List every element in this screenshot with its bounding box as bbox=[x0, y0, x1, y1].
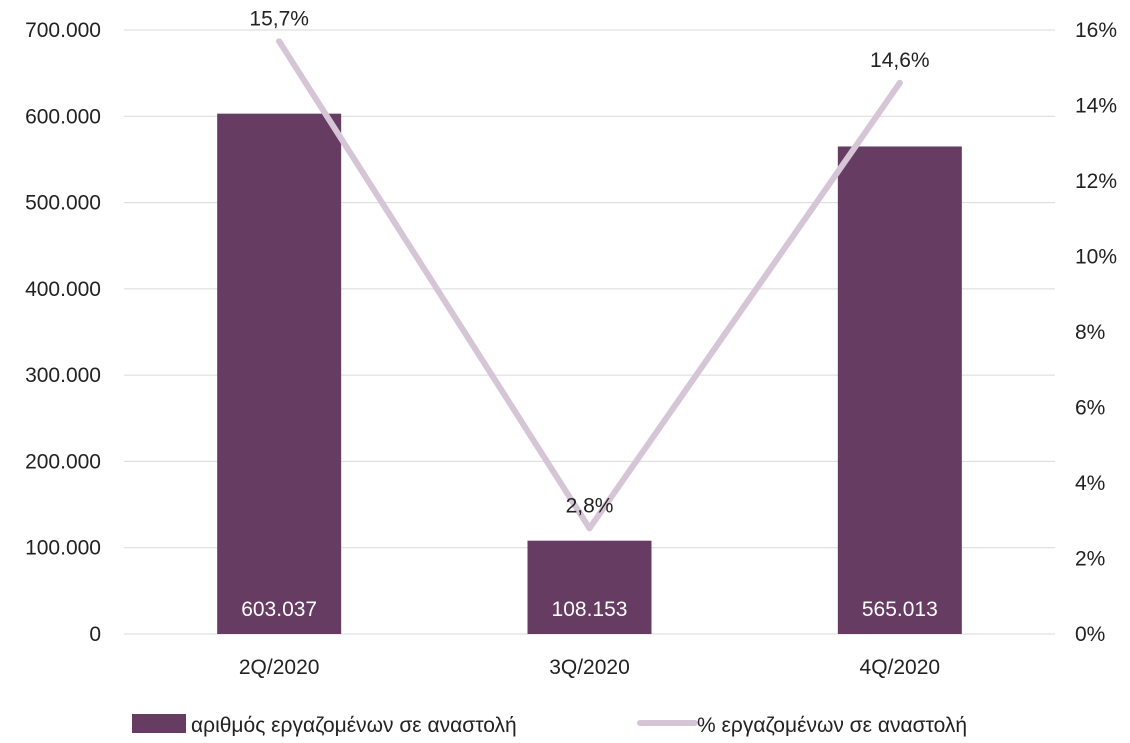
y-right-tick-label: 10% bbox=[1075, 246, 1117, 269]
y-left-tick-label: 700.000 bbox=[25, 19, 101, 42]
y-right-tick-label: 14% bbox=[1075, 95, 1117, 118]
bar bbox=[217, 113, 342, 634]
y-left-tick-label: 500.000 bbox=[25, 192, 101, 215]
line-series bbox=[276, 38, 903, 532]
y-right-tick-label: 6% bbox=[1075, 397, 1105, 420]
y-left-tick-label: 300.000 bbox=[25, 364, 101, 387]
line-data-label: 15,7% bbox=[249, 7, 309, 30]
y-left-tick-label: 600.000 bbox=[25, 105, 101, 128]
y-left-tick-label: 200.000 bbox=[25, 450, 101, 473]
bar bbox=[837, 146, 962, 635]
x-tick-label: 3Q/2020 bbox=[549, 656, 630, 679]
x-tick-label: 2Q/2020 bbox=[239, 656, 320, 679]
y-right-tick-label: 16% bbox=[1075, 19, 1117, 42]
axes: 0 100.000 200.000 300.000 400.000 500.000 600.… bbox=[25, 19, 1117, 679]
y-right-tick-label: 4% bbox=[1075, 472, 1105, 495]
y-left-tick-label: 400.000 bbox=[25, 278, 101, 301]
legend-swatch-bars bbox=[132, 714, 186, 733]
line-point bbox=[896, 79, 903, 86]
line-point bbox=[276, 38, 283, 45]
bar-data-label: 565.013 bbox=[862, 598, 938, 621]
y-right-tick-label: 2% bbox=[1075, 548, 1105, 571]
bar bbox=[527, 540, 652, 634]
line-data-label: 2,8% bbox=[566, 494, 614, 517]
y-left-tick-label: 0 bbox=[89, 623, 101, 646]
y-right-tick-label: 0% bbox=[1075, 623, 1105, 646]
y-right-tick-label: 8% bbox=[1075, 321, 1105, 344]
legend-label-line: % εργαζομένων σε αναστολή bbox=[697, 714, 967, 737]
line-series-path bbox=[276, 38, 903, 532]
line-point bbox=[586, 525, 593, 532]
y-left-tick-label: 100.000 bbox=[25, 537, 101, 560]
legend: αριθμός εργαζομένων σε αναστολή % εργαζομ… bbox=[132, 714, 967, 737]
y-right-tick-label: 12% bbox=[1075, 170, 1117, 193]
x-tick-label: 4Q/2020 bbox=[860, 656, 941, 679]
bar-series bbox=[217, 113, 962, 635]
legend-label-bars: αριθμός εργαζομένων σε αναστολή bbox=[191, 714, 517, 737]
data-labels: 603.037 108.153 565.013 15,7% 2,8% 14,6% bbox=[241, 7, 938, 621]
bar-data-label: 108.153 bbox=[552, 598, 628, 621]
bar-data-label: 603.037 bbox=[241, 598, 317, 621]
line-data-label: 14,6% bbox=[870, 49, 930, 72]
